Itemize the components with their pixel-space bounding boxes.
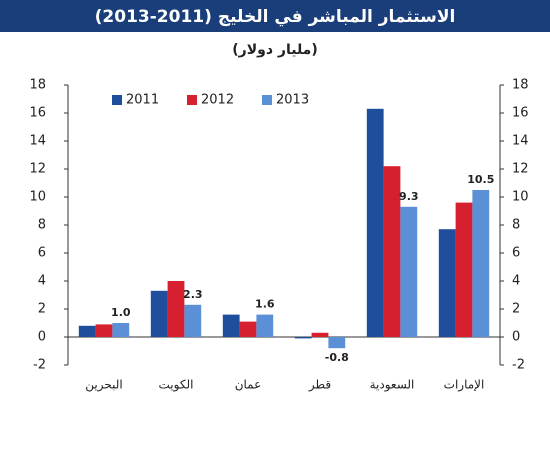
y2-tick-label: 6 [512, 246, 520, 261]
y-tick-label: 0 [38, 330, 46, 345]
y-tick-label: -2 [33, 358, 46, 373]
y-tick-label: 4 [38, 274, 46, 289]
y-tick-label: 18 [29, 78, 46, 93]
bar [366, 108, 384, 337]
y2-tick-label: 12 [512, 162, 529, 177]
y-tick-label: 6 [38, 246, 46, 261]
bar [95, 324, 113, 337]
bar [222, 314, 240, 337]
bar [184, 304, 202, 337]
title-bar [0, 0, 550, 32]
bar [328, 337, 346, 349]
bar [167, 281, 185, 337]
x-tick-label: الكويت [159, 378, 194, 393]
bar [455, 202, 473, 337]
chart-title: الاستثمار المباشر في الخليج (2011-2013) [95, 7, 456, 27]
y-tick-label: 10 [29, 190, 46, 205]
bar [294, 337, 312, 339]
y2-tick-label: 8 [512, 218, 520, 233]
y2-tick-label: 16 [512, 106, 529, 121]
legend-swatch [262, 95, 272, 105]
x-tick-label: السعودية [370, 378, 415, 393]
bar [112, 323, 130, 337]
x-tick-label: البحرين [85, 378, 122, 393]
bar [400, 206, 418, 337]
y2-tick-label: 2 [512, 302, 520, 317]
bar [383, 166, 401, 337]
legend-label: 2011 [126, 93, 159, 108]
chart-subtitle: (مليار دولار) [232, 42, 317, 58]
y-tick-label: 2 [38, 302, 46, 317]
x-tick-label: عمان [235, 378, 262, 392]
y-tick-label: 8 [38, 218, 46, 233]
legend-label: 2012 [201, 93, 234, 108]
value-label: 1.0 [111, 306, 131, 319]
x-tick-label: الإمارات [444, 378, 485, 393]
bar [472, 190, 490, 337]
bar [438, 229, 456, 337]
value-label: 10.5 [467, 173, 494, 186]
y-tick-label: 12 [29, 162, 46, 177]
value-label: 2.3 [183, 288, 203, 301]
value-label: 1.6 [255, 298, 275, 311]
y2-tick-label: 0 [512, 330, 520, 345]
y-tick-label: 16 [29, 106, 46, 121]
value-label: 9.3 [399, 190, 419, 203]
y2-tick-label: 14 [512, 134, 529, 149]
legend-label: 2013 [276, 93, 309, 108]
y2-tick-label: 10 [512, 190, 529, 205]
y2-tick-label: 4 [512, 274, 520, 289]
y-tick-label: 14 [29, 134, 46, 149]
bar [150, 290, 168, 337]
legend-swatch [187, 95, 197, 105]
legend-swatch [112, 95, 122, 105]
bar [256, 314, 274, 337]
bar [239, 321, 257, 337]
y2-tick-label: 18 [512, 78, 529, 93]
x-tick-label: قطر [308, 378, 331, 393]
y2-tick-label: -2 [512, 358, 525, 373]
bar [311, 332, 329, 337]
value-label: -0.8 [325, 351, 349, 364]
bar [78, 325, 96, 337]
